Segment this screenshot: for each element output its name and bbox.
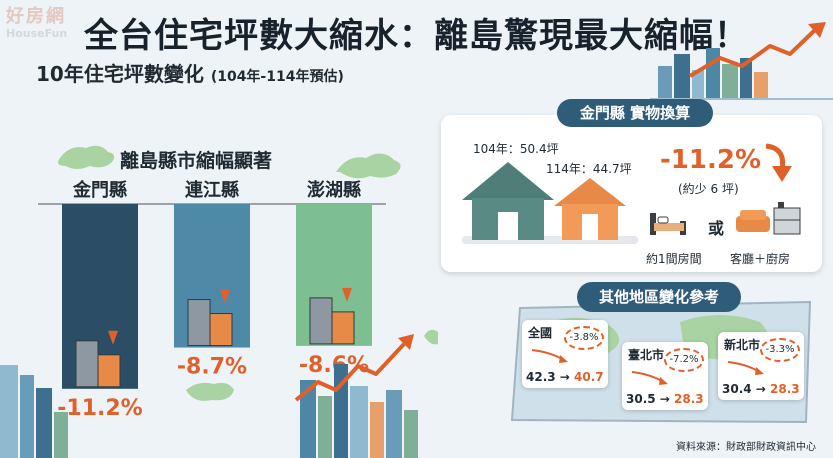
sofa-kitchen-icon <box>736 202 801 235</box>
region-name: 新北市 <box>724 338 761 352</box>
region-change-badge: -3.3% <box>760 338 800 362</box>
house-114-icon <box>554 178 626 240</box>
living-kitchen-label: 客廳＋廚房 <box>730 252 791 266</box>
buildings-icon <box>75 330 121 388</box>
region-from-value: 42.3 <box>526 370 556 384</box>
bed-icon <box>650 213 686 235</box>
room-equivalent-label: 約1間房間 <box>646 252 702 266</box>
region-change-badge: -7.2% <box>664 348 704 372</box>
chart-title: 離島縣市縮幅顯著 <box>120 150 273 172</box>
island-decoration-icon <box>58 145 115 169</box>
data-source-note: 資料來源：財政部財政資訊中心 <box>676 442 816 453</box>
region-change-badge: -3.8% <box>564 326 604 350</box>
region-from-value: 30.4 <box>722 382 752 396</box>
trend-down-icon <box>727 361 764 375</box>
skyline-growth-illustration <box>650 22 833 100</box>
kinmen-104-size: 104年：50.4坪 <box>473 142 559 156</box>
region-to-value: 28.3 <box>770 382 800 396</box>
island-decoration-icon <box>336 153 401 179</box>
or-label: 或 <box>708 219 725 238</box>
trend-down-icon <box>531 349 568 363</box>
trend-down-icon <box>631 371 668 385</box>
region-name: 全國 <box>528 326 553 340</box>
bar-value-label: -8.7% <box>177 355 247 380</box>
buildings-icon <box>309 287 355 345</box>
bar-value-label: -11.2% <box>57 396 142 421</box>
subtitle-main: 10年住宅坪數變化 <box>36 62 204 86</box>
category-label: 金門縣 <box>73 180 127 201</box>
category-label: 連江縣 <box>185 180 239 201</box>
kinmen-card-header: 金門縣 實物換算 <box>557 99 713 127</box>
region-name: 臺北市 <box>628 348 665 362</box>
kinmen-change-percent: -11.2% <box>660 145 761 175</box>
house-comparison-illustration <box>462 162 638 244</box>
bottom-skyline-illustration <box>0 329 438 458</box>
category-label: 澎湖縣 <box>307 180 361 201</box>
page-subtitle: 10年住宅坪數變化 (104年-114年預估) <box>36 58 344 87</box>
region-to-value: 40.7 <box>574 370 604 384</box>
region-values: 30.5 → 28.3 <box>626 392 704 406</box>
house-104-icon <box>462 162 554 240</box>
region-to-value: 28.3 <box>674 392 704 406</box>
kinmen-less-note: (約少 6 坪) <box>678 182 739 196</box>
bar-chart: -11.2%-8.7%-8.6% <box>0 145 438 458</box>
subtitle-range: (104年-114年預估) <box>210 69 344 85</box>
region-card: 新北市 -3.3% 30.4 → 28.3 <box>718 332 804 400</box>
region-card: 全國 -3.8% 42.3 → 40.7 <box>522 320 608 388</box>
down-arrow-icon <box>765 143 792 182</box>
region-from-value: 30.5 <box>626 392 656 406</box>
kinmen-114-size: 114年：44.7坪 <box>546 162 632 176</box>
buildings-icon <box>187 289 233 347</box>
watermark-logo: 好房網 HouseFun <box>6 6 68 40</box>
region-values: 42.3 → 40.7 <box>526 370 604 384</box>
other-regions-header: 其他地區變化參考 <box>577 282 741 312</box>
page-title: 全台住宅坪數大縮水：離島驚現最大縮幅！ <box>84 16 749 56</box>
region-card: 臺北市 -7.2% 30.5 → 28.3 <box>622 342 708 410</box>
region-values: 30.4 → 28.3 <box>722 382 800 396</box>
